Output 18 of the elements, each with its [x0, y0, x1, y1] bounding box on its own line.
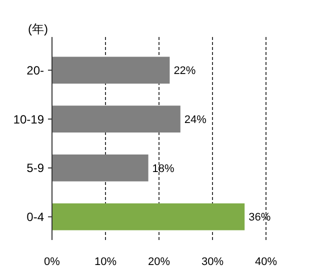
- x-tick-label: 20%: [148, 256, 170, 268]
- bar: [52, 106, 180, 133]
- x-tick-label: 30%: [201, 256, 224, 268]
- data-label: 24%: [184, 114, 207, 126]
- y-tick-label: 0-4: [26, 210, 44, 224]
- y-tick-label: 10-19: [13, 112, 44, 126]
- bar: [52, 154, 148, 182]
- bar: [52, 203, 245, 230]
- x-tick-label: 0%: [44, 256, 60, 268]
- y-tick-label: 5-9: [26, 161, 44, 176]
- data-label: 18%: [152, 162, 175, 175]
- y-axis-title: (年): [28, 22, 48, 36]
- data-label: 36%: [248, 212, 271, 224]
- x-tick-label: 10%: [94, 256, 117, 268]
- bar: [52, 56, 170, 84]
- data-label: 22%: [174, 65, 196, 78]
- y-tick-label: 20-: [26, 63, 44, 78]
- x-tick-label: 40%: [254, 256, 278, 268]
